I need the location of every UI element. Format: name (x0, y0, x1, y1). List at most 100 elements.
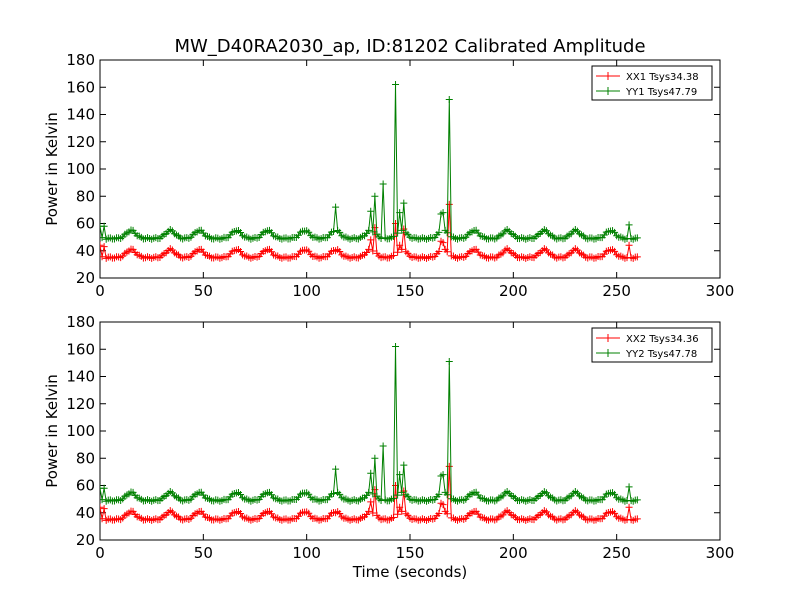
y-axis-label: Power in Kelvin (43, 112, 61, 226)
y-tick-label: 100 (66, 422, 95, 440)
data-point-marker (435, 247, 443, 255)
data-point-marker (369, 509, 377, 517)
data-point-marker (392, 343, 400, 351)
y-tick-label: 120 (66, 395, 95, 413)
y-tick-label: 20 (76, 531, 95, 549)
legend: XX2 Tsys34.36 YY2 Tsys47.78 (591, 327, 713, 363)
data-point-marker (633, 234, 641, 242)
legend-box (591, 65, 713, 101)
data-point-marker (100, 484, 108, 492)
top-panel: 0 50 100 150 200 250 300 20 40 60 80 100 120 140 160 18… (43, 51, 734, 300)
data-point-marker (443, 248, 451, 256)
x-tick-label: 250 (602, 544, 631, 562)
data-point-marker (369, 247, 377, 255)
data-point-marker (633, 253, 641, 261)
data-point-marker (394, 229, 402, 237)
data-point-marker (365, 488, 373, 496)
data-point-marker (379, 442, 387, 450)
data-point-marker (443, 229, 451, 237)
x-tick-label: 0 (95, 544, 105, 562)
data-point-marker (367, 207, 375, 215)
data-point-marker (394, 510, 402, 518)
data-point-marker (389, 251, 397, 259)
data-point-marker (100, 505, 108, 513)
y-tick-label: 160 (66, 340, 95, 358)
x-tick-label: 300 (706, 544, 735, 562)
legend-label: XX2 Tsys34.36 (626, 334, 699, 345)
data-point-marker (100, 241, 104, 249)
y-tick-label: 120 (66, 133, 95, 151)
y-axis-label: Power in Kelvin (43, 374, 61, 488)
data-point-marker (389, 513, 397, 521)
data-point-marker (365, 245, 373, 253)
data-point-marker (398, 245, 406, 253)
data-point-marker (445, 358, 453, 366)
x-tick-label: 300 (706, 282, 735, 300)
series-yy (100, 343, 641, 505)
data-point-marker (365, 507, 373, 515)
data-point-marker (625, 503, 633, 511)
y-tick-label: 140 (66, 106, 95, 124)
data-point-marker (625, 483, 633, 491)
chart-title: MW_D40RA2030_ap, ID:81202 Calibrated Amp… (174, 36, 645, 57)
bottom-panel: 0 50 100 150 200 250 300 20 40 60 80 100 120 140 160 18… (43, 313, 734, 562)
y-tick-label: 80 (76, 449, 95, 467)
data-point-marker (445, 462, 453, 470)
data-point-marker (371, 192, 379, 200)
data-point-marker (100, 515, 106, 523)
data-point-marker (435, 490, 443, 498)
data-point-marker (100, 503, 104, 511)
data-point-marker (445, 96, 453, 104)
data-point-marker (100, 222, 108, 230)
y-tick-label: 60 (76, 477, 95, 495)
y-tick-label: 40 (76, 504, 95, 522)
legend-label: YY1 Tsys47.79 (625, 87, 697, 98)
data-point-marker (398, 488, 406, 496)
data-point-marker (443, 491, 451, 499)
data-point-marker (625, 241, 633, 249)
data-point-marker (369, 228, 377, 236)
data-point-marker (100, 243, 108, 251)
data-point-marker (332, 465, 340, 473)
data-point-marker (379, 180, 387, 188)
data-point-marker (367, 498, 375, 506)
legend-box (591, 327, 713, 363)
data-point-marker (389, 232, 397, 240)
x-tick-label: 0 (95, 282, 105, 300)
x-tick-label: 100 (292, 282, 321, 300)
series-xx (100, 462, 641, 524)
data-point-marker (439, 471, 447, 479)
y-tick-label: 180 (66, 51, 95, 69)
data-point-marker (439, 239, 447, 247)
data-point-marker (100, 253, 106, 261)
data-point-marker (100, 496, 106, 504)
data-point-marker (633, 496, 641, 504)
data-point-marker (371, 454, 379, 462)
series-xx (100, 200, 641, 262)
data-point-marker (369, 490, 377, 498)
data-point-marker (100, 234, 106, 242)
x-axis-label: Time (seconds) (352, 563, 468, 581)
legend: XX1 Tsys34.38 YY1 Tsys47.79 (591, 65, 713, 101)
x-tick-label: 150 (396, 544, 425, 562)
data-point-marker (367, 469, 375, 477)
data-point-marker (367, 236, 375, 244)
data-point-marker (394, 248, 402, 256)
x-tick-label: 100 (292, 544, 321, 562)
y-tick-label: 160 (66, 78, 95, 96)
legend-label: YY2 Tsys47.78 (625, 349, 697, 360)
y-tick-label: 60 (76, 215, 95, 233)
data-point-marker (400, 199, 408, 207)
y-tick-label: 180 (66, 313, 95, 331)
x-tick-label: 50 (194, 544, 213, 562)
data-point-marker (330, 489, 338, 497)
data-point-marker (435, 228, 443, 236)
x-tick-label: 200 (499, 544, 528, 562)
data-point-marker (392, 81, 400, 89)
data-point-marker (396, 209, 404, 217)
data-point-marker (332, 203, 340, 211)
data-point-marker (398, 226, 406, 234)
x-tick-label: 200 (499, 282, 528, 300)
data-point-marker (330, 227, 338, 235)
